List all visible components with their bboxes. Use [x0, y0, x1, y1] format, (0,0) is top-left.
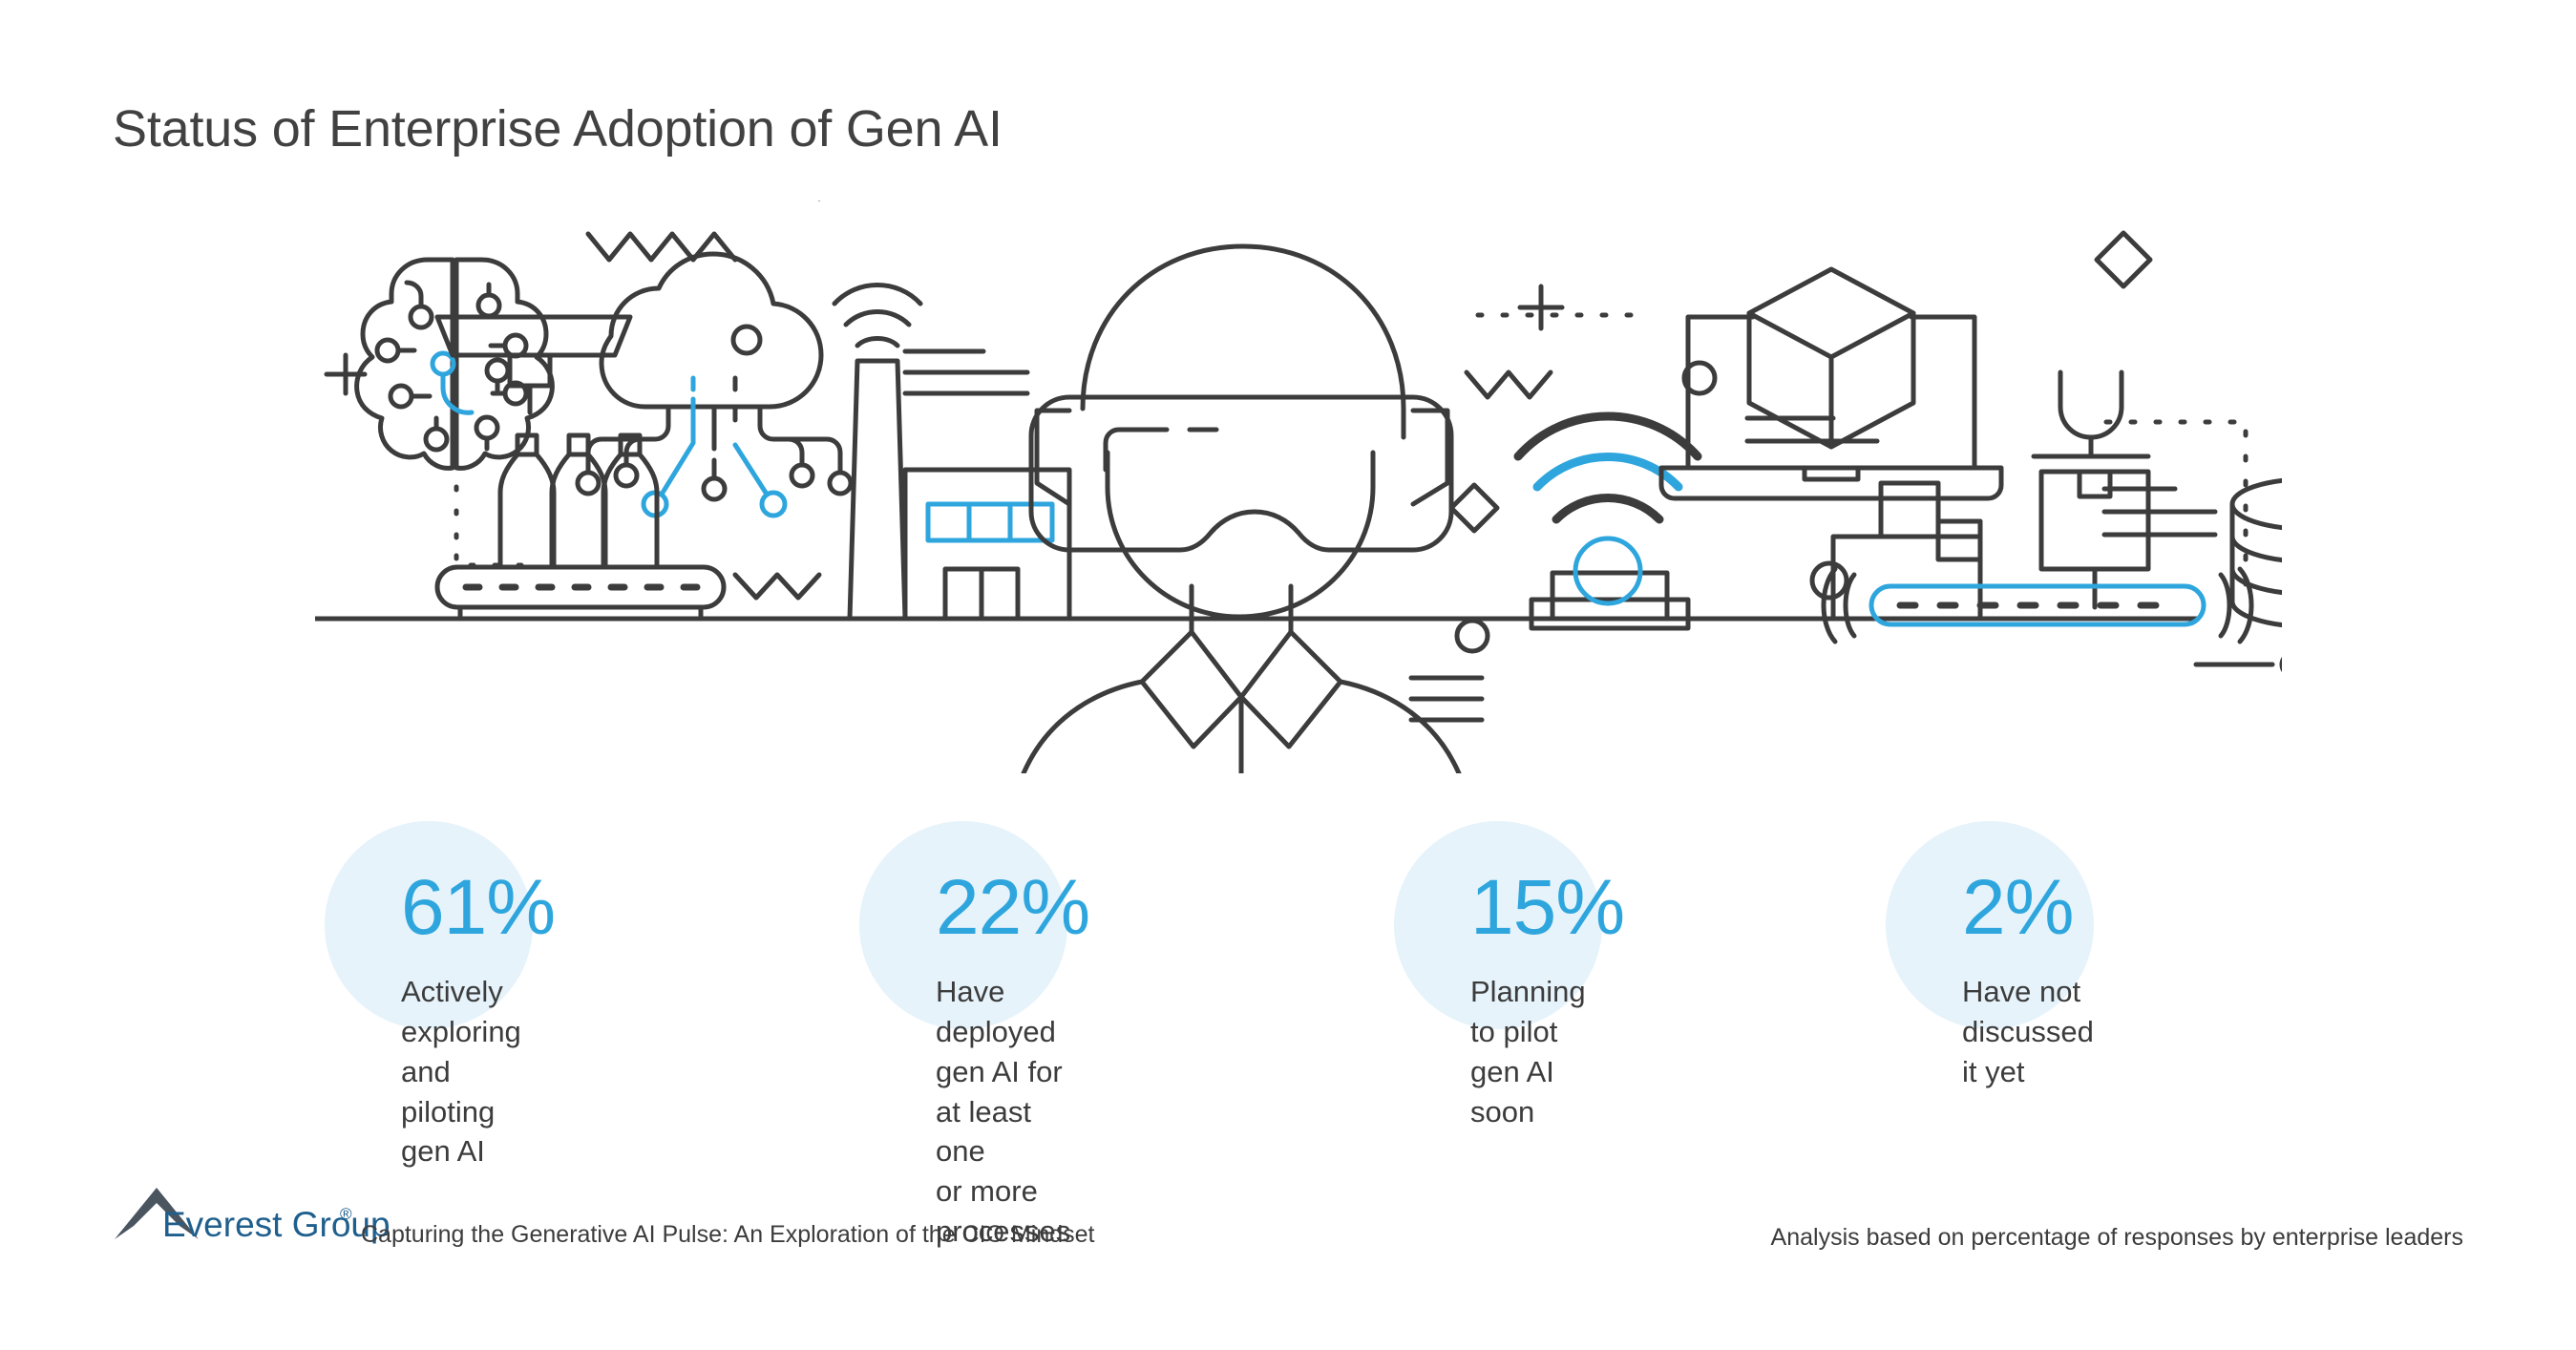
circle-decoration-laptop — [1809, 560, 1849, 601]
footer-left: Everest Group ® Capturing the Generative… — [113, 1184, 1094, 1258]
stat-value-0: 61% — [401, 864, 556, 951]
mountain-peak-icon — [115, 1188, 199, 1239]
circle-decoration-right — [1681, 360, 1718, 396]
circle-decoration-mid — [1454, 618, 1490, 654]
bottle — [601, 432, 660, 570]
cloud-circuit-icon — [575, 251, 854, 518]
stat-bubble-0 — [325, 821, 533, 1029]
plus-decoration-top — [1517, 284, 1565, 331]
bottling-conveyor-icon — [434, 314, 727, 622]
plus-decoration-left — [324, 352, 368, 396]
line-group-decoration-far-right — [2101, 486, 2218, 538]
wifi-signal-icon-small — [832, 283, 923, 348]
zigzag-decoration-small — [732, 572, 822, 601]
stat-label-0: Actively exploring and piloting gen AI — [401, 975, 521, 1169]
hero-illustration — [315, 200, 2282, 773]
footer: Everest Group ® Capturing the Generative… — [0, 1184, 2576, 1270]
line-group-decoration-right — [1408, 675, 1485, 723]
vr-headset-person-icon — [1021, 243, 1462, 773]
robot-arm-conveyor-icon — [1821, 369, 2254, 644]
zigzag-decoration — [585, 231, 738, 263]
registered-mark: ® — [340, 1205, 352, 1223]
database-cylinder-icon — [2229, 477, 2282, 673]
footer-source-text: Capturing the Generative AI Pulse: An Ex… — [361, 1221, 1095, 1248]
stat-label-1: Have deployed gen AI for at least one or… — [936, 975, 1071, 1249]
dotted-link-brain-elbow — [454, 553, 536, 568]
line-group-decoration-left — [902, 348, 1030, 396]
laptop-cube-hologram-icon — [1658, 266, 2004, 501]
everest-group-logo: Everest Group ® — [113, 1184, 391, 1258]
diamond-decoration-mid — [1448, 482, 1500, 534]
stat-value-3: 2% — [1962, 864, 2075, 951]
wifi-signal-icon — [1513, 411, 1702, 631]
bottle — [549, 432, 608, 570]
stat-value-1: 22% — [936, 864, 1090, 951]
stat-bubble-2 — [1394, 821, 1602, 1029]
zigzag-decoration-mid — [1464, 369, 1553, 400]
circle-decoration-left — [730, 324, 763, 356]
dotted-link-far-right — [2103, 419, 2249, 593]
stat-value-2: 15% — [1470, 864, 1625, 951]
stat-label-3: Have not discussed it yet — [1962, 975, 2094, 1088]
stats-row: 61% Actively exploring and piloting gen … — [0, 821, 2576, 1248]
factory-icon — [832, 283, 1072, 622]
stat-bubble-3 — [1886, 821, 2094, 1029]
stat-bubble-1 — [859, 821, 1067, 1029]
logo-wordmark: Everest Group — [162, 1205, 391, 1244]
page-title: Status of Enterprise Adoption of Gen AI — [113, 100, 1003, 158]
footer-note-text: Analysis based on percentage of response… — [1770, 1224, 2463, 1251]
stat-label-2: Planning to pilot gen AI soon — [1470, 975, 1586, 1129]
diamond-decoration-right — [2094, 230, 2153, 289]
